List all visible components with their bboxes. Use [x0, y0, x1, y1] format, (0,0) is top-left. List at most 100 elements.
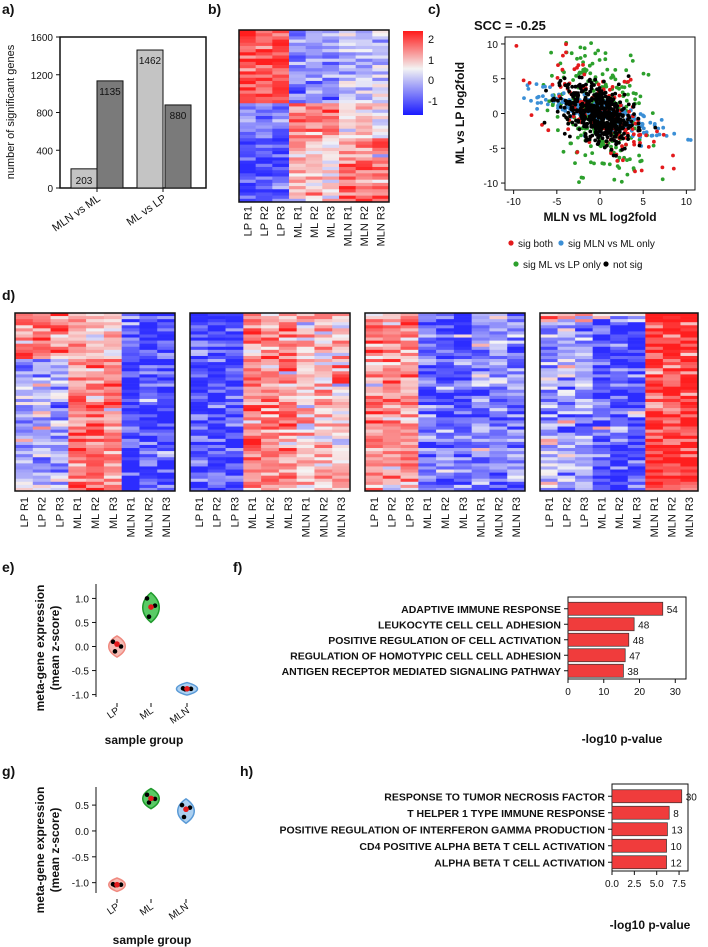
panel-a-bar-label: 1135: [99, 87, 121, 98]
panel-b-cell: [239, 65, 256, 69]
panel-d-heatmap-4-cell: [575, 444, 593, 449]
panel-d-heatmap-1-cell: [15, 392, 34, 397]
panel-d-heatmap-4-cell: [627, 328, 646, 332]
panel-d-heatmap-4-cell: [680, 337, 699, 341]
panel-d-heatmap-4-cell: [680, 334, 699, 338]
panel-d-heatmap-2-cell: [296, 346, 315, 351]
panel-b-column-label: MLN R2: [359, 206, 371, 246]
panel-b-cell: [272, 68, 290, 72]
panel-d-heatmap-4-cell: [680, 481, 699, 486]
panel-d-heatmap-1-cell: [121, 478, 140, 483]
panel-d-heatmap-3-cell: [382, 349, 401, 354]
panel-b-cell: [305, 189, 323, 193]
panel-d-heatmap-3-cell: [365, 346, 384, 351]
panel-d-heatmap-3-cell: [507, 438, 526, 443]
panel-b-cell: [339, 71, 356, 75]
panel-d-heatmap-2-cell: [225, 405, 244, 409]
panel-d-heatmap-3-cell: [489, 346, 508, 351]
panel-d-heatmap-3-cell: [436, 343, 455, 348]
panel-d-heatmap-3-cell: [489, 448, 508, 452]
panel-b-cell: [355, 45, 373, 50]
panel-f-bar-1: [567, 617, 635, 632]
panel-d-heatmap-1-cell: [32, 438, 51, 443]
panel-d-heatmap-1-cell: [121, 377, 140, 381]
panel-d-heatmap-3-cell: [400, 466, 419, 470]
panel-c-point-sig-both: [618, 103, 623, 108]
panel-d-heatmap-2-cell: [278, 432, 297, 437]
panel-d-heatmap-4-cell: [662, 319, 681, 323]
panel-d-heatmap-3-cell: [453, 423, 472, 427]
panel-c-point-sig-ml: [590, 151, 595, 156]
panel-b-cell: [339, 112, 356, 117]
panel-d-heatmap-2-cell: [332, 423, 351, 427]
panel-h-xlabel: -log10 p-value: [610, 918, 691, 932]
panel-d-heatmap-4-cell: [645, 484, 664, 489]
panel-a-xtick-label: MLN vs ML: [50, 193, 102, 235]
panel-d-heatmap-2-cell: [243, 328, 262, 332]
panel-d-heatmap-4-cell: [592, 463, 611, 467]
panel-d-heatmap-1-cell: [139, 383, 158, 387]
panel-d-heatmap-2-cell: [278, 444, 297, 449]
panel-d-heatmap-2-cell: [261, 435, 280, 440]
panel-d-heatmap-1-cell: [68, 414, 87, 418]
panel-b-cell: [339, 33, 356, 37]
panel-c-point-sig-both: [521, 78, 526, 83]
panel-d-heatmap-2-cell: [314, 349, 333, 354]
panel-c-point-sig-mln: [659, 118, 664, 122]
panel-d-heatmap-1-cell: [32, 392, 51, 397]
panel-d-heatmap-2-cell: [261, 316, 280, 320]
panel-b-cell: [339, 61, 356, 66]
panel-d-heatmap-1-cell: [139, 460, 158, 464]
panel-d-heatmap-2-cell: [261, 328, 280, 332]
panel-d-column-label: LP R2: [387, 497, 399, 527]
panel-d-heatmap-4-cell: [575, 362, 593, 366]
panel-d-heatmap-3-cell: [507, 398, 526, 403]
panel-d-heatmap-3-cell: [489, 349, 508, 354]
panel-d-heatmap-3-cell: [365, 355, 384, 360]
panel-b-cell: [239, 154, 256, 158]
panel-d-heatmap-4-cell: [592, 475, 611, 480]
panel-d-heatmap-1-cell: [139, 408, 158, 412]
panel-d-heatmap-3-cell: [382, 322, 401, 326]
panel-d-heatmap-1-cell: [86, 457, 105, 461]
panel-d-heatmap-3-cell: [436, 481, 455, 486]
panel-d-heatmap-1-cell: [103, 429, 122, 433]
panel-c-legend-label: sig ML vs LP only: [523, 260, 601, 271]
panel-c-point-not-sig: [566, 121, 571, 126]
panel-d-heatmap-1-cell: [15, 411, 34, 415]
panel-d-heatmap-3-cell: [418, 417, 437, 421]
panel-b-cell: [355, 36, 373, 40]
panel-b-cell: [322, 192, 340, 196]
panel-d-heatmap-4-cell: [610, 368, 629, 372]
panel-d-heatmap-3-cell: [453, 432, 472, 437]
panel-d-heatmap-2-cell: [296, 389, 315, 394]
panel-d-heatmap-4-cell: [645, 426, 664, 430]
panel-c-point-sig-both: [571, 114, 576, 119]
panel-d-heatmap-2-cell: [225, 478, 244, 483]
panel-d-heatmap-2-cell: [296, 405, 315, 409]
panel-d-heatmap-2-cell: [314, 359, 333, 363]
panel-b-cell: [239, 144, 256, 149]
panel-b-cell: [272, 103, 290, 107]
panel-d-heatmap-4-cell: [645, 389, 664, 394]
panel-d-heatmap-4-cell: [610, 475, 629, 480]
panel-d-heatmap-3-cell: [471, 411, 490, 415]
panel-d-heatmap-1-cell: [121, 340, 140, 344]
panel-d-heatmap-2-cell: [207, 377, 226, 381]
panel-d-heatmap-2-cell: [243, 343, 262, 348]
panel-d-heatmap-3-cell: [471, 337, 490, 341]
panel-d-heatmap-2-cell: [278, 322, 297, 326]
panel-d-heatmap-3-cell: [418, 441, 437, 446]
panel-b-cell: [255, 68, 273, 72]
panel-d-heatmap-2-cell: [207, 426, 226, 430]
panel-b-cell: [239, 103, 256, 107]
panel-c-point-sig-ml: [638, 94, 643, 99]
panel-d-heatmap-1-cell: [103, 426, 122, 430]
panel-b-cell: [255, 141, 273, 145]
panel-b-cell: [355, 87, 373, 91]
panel-d-heatmap-1-cell: [157, 319, 176, 323]
panel-d-heatmap-4-cell: [557, 466, 576, 470]
panel-e-point: [110, 639, 116, 645]
panel-b-cell: [355, 147, 373, 152]
panel-d-heatmap-4-cell: [575, 352, 593, 357]
